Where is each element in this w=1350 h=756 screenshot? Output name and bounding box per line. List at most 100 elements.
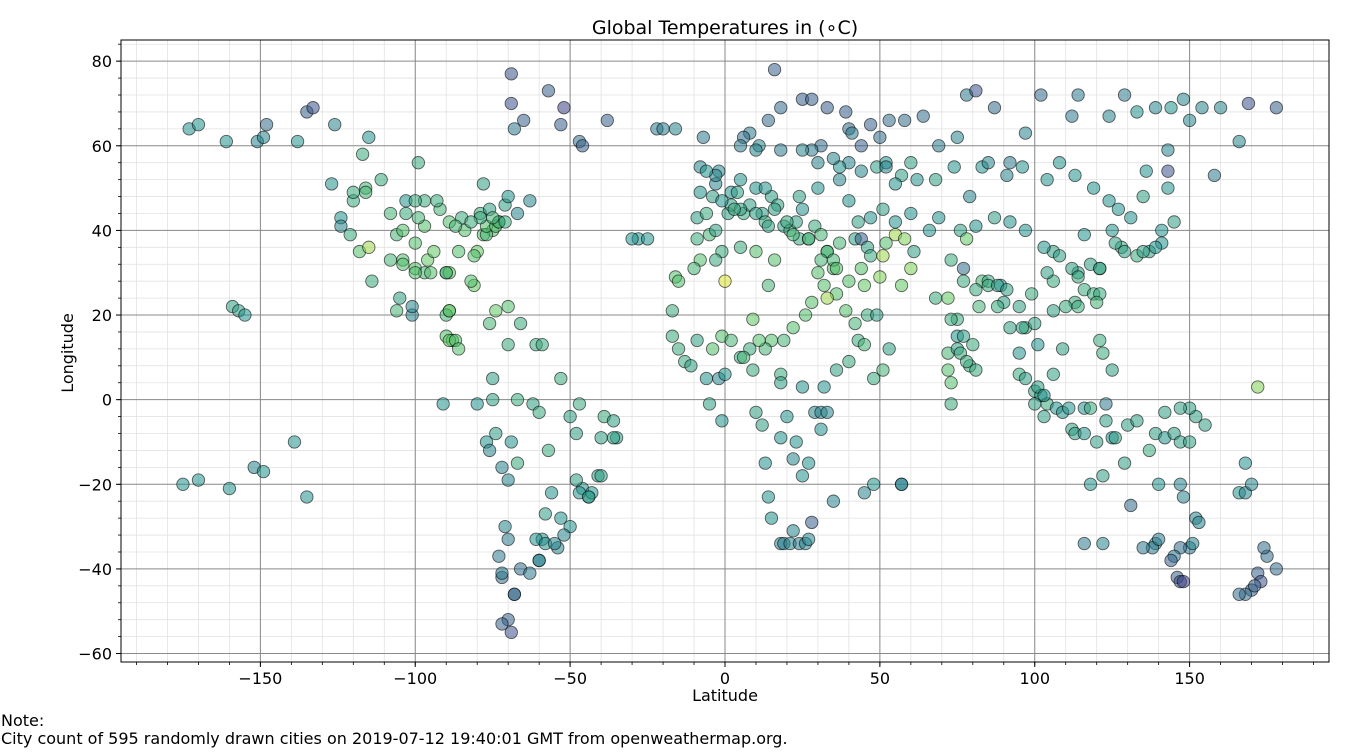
- data-point: [502, 474, 514, 486]
- data-point: [750, 245, 762, 257]
- major-grid: [121, 40, 1329, 662]
- data-point: [945, 313, 957, 325]
- data-point: [558, 529, 570, 541]
- data-point: [843, 355, 855, 367]
- data-point: [1137, 190, 1149, 202]
- data-point: [821, 292, 833, 304]
- data-point: [787, 228, 799, 240]
- data-point: [486, 372, 498, 384]
- data-point: [1100, 398, 1112, 410]
- x-axis-ticks: −150 −100 −50 0 50 100 150: [136, 662, 1313, 688]
- data-point: [799, 309, 811, 321]
- data-point: [762, 114, 774, 126]
- data-point: [815, 254, 827, 266]
- data-point: [1032, 338, 1044, 350]
- data-point: [806, 93, 818, 105]
- data-point: [558, 102, 570, 114]
- data-point: [576, 140, 588, 152]
- data-point: [796, 470, 808, 482]
- x-tick-label: −100: [393, 669, 437, 688]
- data-point: [840, 305, 852, 317]
- data-point: [734, 241, 746, 253]
- data-point: [505, 436, 517, 448]
- data-point: [1056, 343, 1068, 355]
- data-point: [499, 520, 511, 532]
- data-point: [973, 300, 985, 312]
- data-point: [192, 118, 204, 130]
- data-point: [356, 148, 368, 160]
- x-tick-label: 50: [870, 669, 890, 688]
- data-point: [877, 364, 889, 376]
- data-point: [747, 313, 759, 325]
- data-point: [756, 419, 768, 431]
- data-point: [957, 275, 969, 287]
- data-point: [815, 228, 827, 240]
- data-point: [1156, 224, 1168, 236]
- data-point: [1193, 516, 1205, 528]
- data-point: [1165, 102, 1177, 114]
- data-point: [1187, 537, 1199, 549]
- data-point: [443, 305, 455, 317]
- data-point: [1118, 457, 1130, 469]
- data-point: [1106, 364, 1118, 376]
- data-point: [728, 203, 740, 215]
- data-point: [533, 554, 545, 566]
- data-point: [499, 216, 511, 228]
- data-point: [750, 207, 762, 219]
- data-point: [719, 368, 731, 380]
- data-point: [942, 292, 954, 304]
- data-point: [858, 338, 870, 350]
- data-point: [1125, 212, 1137, 224]
- data-point: [508, 123, 520, 135]
- data-point: [895, 279, 907, 291]
- data-point: [1248, 580, 1260, 592]
- chart-title: Global Temperatures in (∘C): [592, 17, 858, 39]
- data-point: [514, 317, 526, 329]
- data-point: [1019, 127, 1031, 139]
- data-point: [812, 182, 824, 194]
- data-point: [496, 567, 508, 579]
- data-point: [1270, 563, 1282, 575]
- data-point: [963, 190, 975, 202]
- data-point: [595, 432, 607, 444]
- data-point: [1094, 334, 1106, 346]
- data-point: [933, 140, 945, 152]
- data-point: [700, 165, 712, 177]
- data-point: [694, 186, 706, 198]
- data-point: [796, 203, 808, 215]
- data-point: [257, 131, 269, 143]
- data-point: [672, 275, 684, 287]
- data-point: [1078, 427, 1090, 439]
- data-point: [397, 224, 409, 236]
- data-point: [1004, 157, 1016, 169]
- data-point: [1078, 228, 1090, 240]
- data-point: [874, 271, 886, 283]
- data-point: [301, 491, 313, 503]
- data-point: [496, 618, 508, 630]
- y-tick-label: −40: [78, 560, 112, 579]
- data-point: [806, 516, 818, 528]
- data-point: [691, 233, 703, 245]
- data-point: [716, 415, 728, 427]
- data-point: [1090, 296, 1102, 308]
- data-point: [802, 233, 814, 245]
- scatter-chart: −150 −100 −50 0 50 100 150 −60−40−20020406080 …: [0, 0, 1350, 712]
- data-point: [1103, 110, 1115, 122]
- data-point: [409, 267, 421, 279]
- data-point: [524, 195, 536, 207]
- data-point: [1140, 165, 1152, 177]
- data-point: [960, 355, 972, 367]
- data-point: [710, 224, 722, 236]
- data-point: [1084, 402, 1096, 414]
- data-point: [1233, 588, 1245, 600]
- data-point: [1183, 114, 1195, 126]
- data-point: [787, 322, 799, 334]
- data-point: [1252, 381, 1264, 393]
- data-point: [502, 533, 514, 545]
- data-point: [1090, 436, 1102, 448]
- data-point: [775, 144, 787, 156]
- data-point: [449, 220, 461, 232]
- data-point: [1162, 182, 1174, 194]
- data-point: [1072, 300, 1084, 312]
- data-point: [929, 173, 941, 185]
